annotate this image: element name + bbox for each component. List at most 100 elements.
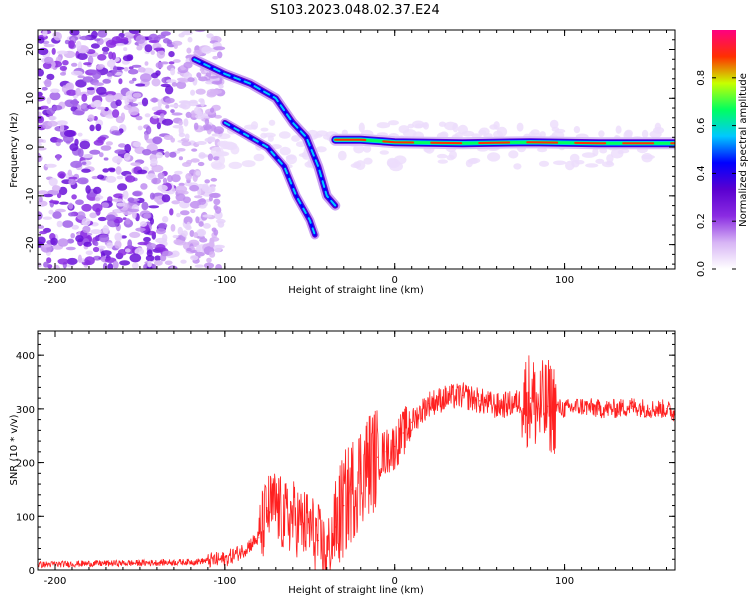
snr-data-point	[402, 432, 404, 434]
noise-blob	[218, 84, 224, 89]
noise-blob	[122, 190, 129, 200]
noise-blob	[57, 238, 69, 247]
noise-blob	[194, 252, 205, 257]
noise-blob	[50, 88, 60, 94]
halo-blob	[595, 158, 605, 164]
snr-ylabel: SNR (10 * v/v)	[9, 414, 20, 485]
noise-blob	[143, 213, 151, 219]
noise-blob	[211, 80, 223, 85]
noise-blob	[105, 214, 117, 222]
noise-blob	[194, 195, 203, 199]
halo-blob	[219, 140, 230, 150]
noise-blob	[144, 44, 153, 53]
noise-blob	[113, 65, 118, 74]
halo-blob	[575, 160, 585, 165]
snr-ytick-label: 0	[29, 566, 35, 577]
noise-blob	[79, 140, 91, 150]
noise-blob	[201, 185, 210, 192]
noise-blob	[131, 262, 139, 269]
noise-blob	[170, 137, 175, 143]
noise-blob	[181, 141, 192, 147]
noise-blob	[213, 156, 221, 161]
halo-blob	[489, 124, 498, 130]
noise-blob	[156, 49, 166, 59]
noise-blob	[208, 239, 215, 248]
noise-blob	[77, 61, 83, 70]
halo-blob	[581, 152, 596, 158]
snr-xlabel: Height of straight line (km)	[288, 585, 424, 596]
colorbar-tick-label: 0.8	[696, 70, 707, 86]
noise-blob	[210, 185, 216, 193]
noise-blob	[42, 30, 48, 37]
noise-blob	[38, 225, 45, 229]
noise-blob	[121, 96, 128, 101]
noise-blob	[51, 185, 61, 192]
noise-blob	[193, 232, 199, 238]
noise-blob	[70, 233, 75, 239]
noise-blob	[86, 87, 96, 91]
noise-blob	[45, 163, 57, 168]
noise-blob	[38, 196, 43, 203]
noise-blob	[60, 72, 66, 76]
noise-blob	[97, 245, 106, 250]
noise-blob	[61, 85, 68, 93]
noise-blob	[89, 212, 97, 219]
noise-blob	[217, 221, 225, 228]
noise-blob	[102, 168, 109, 173]
snr-data-point	[428, 402, 430, 405]
noise-blob	[187, 36, 193, 43]
noise-blob	[193, 106, 201, 115]
noise-blob	[71, 224, 79, 230]
snr-data-point	[648, 408, 651, 410]
noise-blob	[103, 157, 109, 161]
halo-blob	[268, 119, 276, 126]
colorbar-tick-label: 0.4	[696, 165, 707, 181]
noise-blob	[81, 203, 92, 212]
halo-blob	[538, 160, 550, 167]
noise-blob	[193, 122, 199, 130]
snr-data-point	[275, 505, 277, 507]
noise-blob	[170, 109, 175, 114]
halo-blob	[516, 122, 524, 132]
noise-blob	[40, 244, 52, 248]
snr-data-point	[292, 515, 294, 517]
halo-blob	[337, 150, 347, 161]
noise-blob	[125, 175, 136, 183]
noise-blob	[38, 147, 47, 151]
halo-blob	[619, 148, 630, 154]
noise-blob	[38, 91, 43, 97]
halo-blob	[615, 125, 622, 134]
halo-blob	[398, 125, 410, 134]
noise-blob	[127, 208, 140, 213]
snr-data-point	[326, 556, 328, 558]
noise-blob	[67, 169, 73, 177]
noise-blob	[155, 152, 163, 159]
noise-blob	[84, 256, 95, 266]
halo-blob	[217, 133, 231, 140]
noise-blob	[119, 260, 131, 266]
noise-blob	[98, 216, 107, 222]
noise-blob	[178, 33, 185, 38]
noise-blob	[169, 151, 177, 158]
noise-blob	[146, 249, 153, 257]
noise-blob	[185, 173, 192, 181]
noise-blob	[208, 75, 219, 79]
noise-blob	[186, 221, 191, 230]
halo-blob	[286, 154, 297, 165]
noise-blob	[116, 175, 124, 180]
noise-blob	[94, 197, 101, 202]
snr-ytick-label: 200	[16, 459, 35, 470]
noise-blob	[172, 234, 179, 239]
noise-blob	[146, 266, 153, 269]
noise-blob	[189, 200, 202, 209]
noise-blob	[195, 216, 200, 224]
noise-blob	[165, 97, 175, 104]
noise-blob	[56, 50, 68, 55]
noise-blob	[81, 168, 91, 173]
noise-blob	[90, 229, 102, 235]
noise-blob	[162, 250, 173, 257]
noise-blob	[210, 177, 218, 182]
spectrogram-content	[38, 30, 675, 269]
noise-blob	[94, 38, 101, 42]
